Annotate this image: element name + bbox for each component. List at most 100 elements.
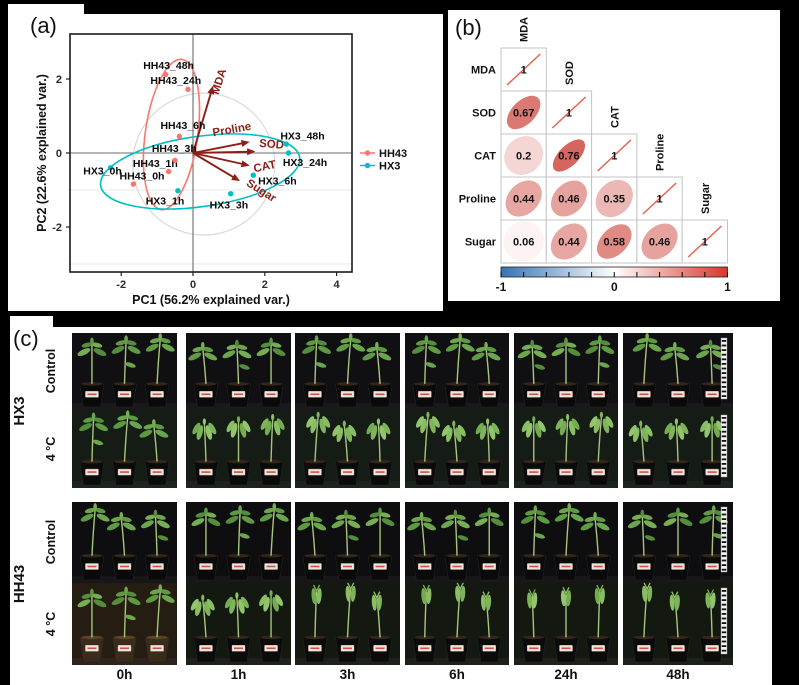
soil xyxy=(260,635,282,640)
stem xyxy=(377,423,381,462)
leaf xyxy=(153,424,165,430)
stem xyxy=(154,516,158,556)
soil xyxy=(523,553,545,558)
stem xyxy=(91,509,96,556)
pot-tag-text-mark xyxy=(529,565,539,568)
leaf xyxy=(598,362,610,368)
leaf xyxy=(555,342,567,348)
leaf xyxy=(667,512,679,518)
leaf xyxy=(125,614,136,621)
leaf xyxy=(271,413,275,421)
pot-tag-text-mark xyxy=(707,393,717,396)
pot-tag-text-mark xyxy=(87,565,97,568)
stem xyxy=(709,594,713,638)
corr-value: 0.06 xyxy=(513,237,534,249)
leaf xyxy=(644,535,656,541)
leaf xyxy=(260,342,272,348)
leaf xyxy=(152,419,156,427)
soil xyxy=(667,553,689,558)
pca-point-HX3_6h xyxy=(250,172,257,178)
stem xyxy=(565,509,570,556)
corr-ellipse xyxy=(505,180,542,217)
leaf xyxy=(425,340,437,346)
leaf xyxy=(276,418,285,430)
colorbar-label-min: -1 xyxy=(496,280,507,294)
leaf xyxy=(275,513,289,522)
loading-arrow-SOD xyxy=(192,150,251,154)
leaf xyxy=(306,416,315,428)
pot-tag-text-mark xyxy=(593,647,603,650)
corr-value: 1 xyxy=(566,108,572,120)
scale-bar-stripe xyxy=(721,613,727,615)
leaf xyxy=(669,594,675,611)
soil xyxy=(114,553,135,558)
stem xyxy=(531,346,535,384)
soil xyxy=(337,635,358,640)
leaf xyxy=(628,424,637,437)
leaf xyxy=(445,343,459,352)
legend-key-dot-HX3 xyxy=(364,162,371,169)
pot-tag-text-mark xyxy=(639,393,649,396)
leaf xyxy=(83,417,94,423)
leaf xyxy=(206,598,215,611)
scale-bar-stripe xyxy=(721,590,727,592)
leaf xyxy=(275,594,284,607)
leaf xyxy=(517,350,531,359)
leaf xyxy=(145,594,159,603)
pot-tag-text-mark xyxy=(529,647,539,650)
soil xyxy=(369,635,391,640)
leaf xyxy=(226,420,235,433)
soil xyxy=(555,382,577,386)
leaf xyxy=(120,516,132,523)
leaf xyxy=(117,415,129,421)
corr-col-label-Sugar: Sugar xyxy=(700,182,712,214)
leaf xyxy=(441,424,450,437)
leaf xyxy=(239,533,250,539)
leaf-shoot xyxy=(347,582,355,591)
scale-bar-stripe xyxy=(721,353,727,356)
leaf xyxy=(711,505,716,513)
photo-HX3-4-°C-1h xyxy=(186,410,291,488)
photo-HH43-Control-48h xyxy=(623,502,733,583)
leaf xyxy=(259,594,268,607)
soil xyxy=(369,553,391,558)
leaf xyxy=(537,420,546,433)
scale-bar-stripe xyxy=(721,522,727,525)
leaf xyxy=(487,507,492,515)
leaf xyxy=(478,512,490,518)
scale-bar-stripe xyxy=(721,541,727,543)
leaf xyxy=(560,590,566,607)
leaf xyxy=(195,512,207,518)
leaf xyxy=(712,364,724,370)
pca-point-HH43_6h xyxy=(176,133,183,140)
scale-bar-stripe xyxy=(721,527,727,530)
loading-arrowhead-CAT xyxy=(240,160,250,168)
leaf xyxy=(157,535,169,541)
leaf xyxy=(460,585,466,602)
leaf xyxy=(239,364,250,370)
leaf xyxy=(631,514,643,520)
leaf xyxy=(459,338,471,344)
leaf xyxy=(90,588,94,596)
soil xyxy=(260,382,282,386)
pot-tag-text-mark xyxy=(120,565,129,568)
pot-tag-text-mark xyxy=(593,565,603,568)
leaf xyxy=(534,364,546,370)
photo-HX3-Control-24h xyxy=(514,333,618,410)
pot-tag-text-mark xyxy=(420,393,430,396)
corr-value: 0.58 xyxy=(604,237,625,249)
leaf xyxy=(93,348,107,357)
treatment-label-3: 4 °C xyxy=(44,612,58,636)
legend-label-HX3: HX3 xyxy=(379,160,400,172)
leaf xyxy=(567,348,581,357)
leaf xyxy=(316,411,320,419)
treatment-label-2: Control xyxy=(44,520,58,564)
leaf xyxy=(457,535,469,541)
leaf xyxy=(452,420,456,427)
scale-bar-stripe xyxy=(721,603,727,606)
corr-diagonal-line xyxy=(506,53,541,86)
timepoint-label-24h: 24h xyxy=(554,667,577,682)
leaf xyxy=(315,362,327,368)
leaf xyxy=(457,424,466,437)
corr-value: 1 xyxy=(611,151,617,163)
